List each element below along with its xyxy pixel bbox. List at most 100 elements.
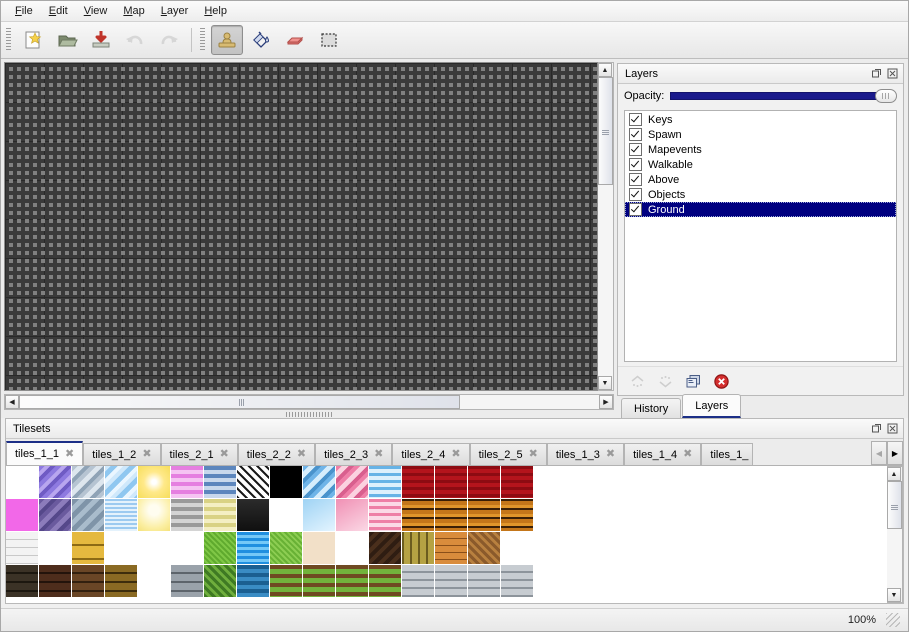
tileset-tile[interactable] (6, 499, 39, 532)
stamp-brush-button[interactable] (211, 25, 243, 55)
tileset-tile[interactable] (105, 532, 138, 565)
layer-visibility-checkbox[interactable] (629, 113, 642, 126)
scroll-up-icon[interactable]: ▲ (887, 467, 901, 481)
tileset-tile[interactable] (369, 466, 402, 499)
tileset-tile[interactable] (402, 532, 435, 565)
tileset-tab[interactable]: tiles_1_4 ✖ (624, 443, 702, 465)
layer-list[interactable]: Keys Spawn Mapevents Walkable (624, 110, 897, 362)
opacity-slider-handle[interactable] (875, 89, 897, 103)
menu-help[interactable]: Help (204, 5, 227, 17)
toolbar-grip[interactable] (5, 28, 12, 52)
menu-edit[interactable]: Edit (48, 5, 68, 17)
scroll-left-icon[interactable]: ◀ (5, 395, 19, 409)
tileset-tile[interactable] (435, 532, 468, 565)
tileset-tile[interactable] (501, 499, 534, 532)
menu-file[interactable]: File (15, 5, 33, 17)
tileset-tile[interactable] (468, 466, 501, 499)
tileset-tile[interactable] (336, 532, 369, 565)
layer-visibility-checkbox[interactable] (629, 188, 642, 201)
tileset-tile[interactable] (303, 565, 336, 598)
tileset-grid[interactable] (6, 466, 887, 598)
tileset-tab[interactable]: tiles_1_ (701, 443, 754, 465)
tileset-tile[interactable] (39, 499, 72, 532)
layer-row[interactable]: Objects (625, 187, 896, 202)
tileset-tab[interactable]: tiles_2_3 ✖ (315, 443, 393, 465)
scroll-left-icon[interactable]: ◀ (871, 441, 887, 465)
tileset-tile[interactable] (270, 466, 303, 499)
scroll-right-icon[interactable]: ▶ (887, 441, 903, 465)
tileset-tile[interactable] (72, 499, 105, 532)
tileset-tab[interactable]: tiles_2_4 ✖ (392, 443, 470, 465)
tileset-tile[interactable] (468, 565, 501, 598)
tileset-tab[interactable]: tiles_2_2 ✖ (237, 443, 316, 465)
eraser-button[interactable] (279, 25, 311, 55)
float-icon[interactable] (870, 422, 883, 435)
layer-visibility-checkbox[interactable] (629, 128, 642, 141)
tileset-tile[interactable] (435, 499, 468, 532)
canvas-vscroll-thumb[interactable] (598, 77, 613, 185)
save-map-button[interactable] (85, 25, 117, 55)
tileset-tile[interactable] (369, 565, 402, 598)
tileset-tile[interactable] (270, 565, 303, 598)
tileset-tile[interactable] (303, 466, 336, 499)
tileset-tab-close-icon[interactable]: ✖ (219, 448, 229, 460)
tileset-tile[interactable] (6, 565, 39, 598)
tileset-tab[interactable]: tiles_2_1 ✖ (160, 443, 238, 465)
tileset-tile[interactable] (204, 466, 237, 499)
tileset-tile[interactable] (369, 499, 402, 532)
canvas-horizontal-scrollbar[interactable]: ◀ ▶ (4, 394, 614, 410)
tab-history[interactable]: History (621, 398, 682, 418)
layer-visibility-checkbox[interactable] (629, 158, 642, 171)
tileset-tab-close-icon[interactable]: ✖ (528, 448, 538, 460)
tileset-vscroll-thumb[interactable] (887, 481, 902, 530)
tileset-tile[interactable] (138, 466, 171, 499)
scroll-up-icon[interactable]: ▲ (598, 63, 612, 77)
tileset-tile[interactable] (204, 532, 237, 565)
tileset-tile[interactable] (105, 499, 138, 532)
canvas-hscroll-thumb[interactable] (19, 395, 460, 409)
tileset-tab[interactable]: tiles_1_2 ✖ (83, 443, 161, 465)
layer-row[interactable]: Above (625, 172, 896, 187)
tileset-tab[interactable]: tiles_1_3 ✖ (546, 443, 625, 465)
tileset-vertical-scrollbar[interactable]: ▲ ▼ (887, 466, 903, 603)
tileset-tab-close-icon[interactable]: ✖ (451, 448, 461, 460)
layer-row[interactable]: Walkable (625, 157, 896, 172)
tileset-tab-close-icon[interactable]: ✖ (142, 448, 152, 460)
opacity-slider[interactable] (670, 89, 897, 103)
tileset-tile[interactable] (369, 532, 402, 565)
tileset-tab-close-icon[interactable]: ✖ (374, 448, 384, 460)
tileset-tile[interactable] (468, 532, 501, 565)
new-map-button[interactable] (17, 25, 49, 55)
tileset-tile[interactable] (435, 565, 468, 598)
tileset-tile[interactable] (237, 466, 270, 499)
layer-visibility-checkbox[interactable] (629, 143, 642, 156)
tileset-tile[interactable] (39, 466, 72, 499)
layer-visibility-checkbox[interactable] (629, 173, 642, 186)
tileset-tile[interactable] (171, 499, 204, 532)
float-icon[interactable] (870, 67, 883, 80)
menu-layer[interactable]: Layer (160, 5, 189, 17)
tools-group-grip[interactable] (199, 28, 206, 52)
tileset-tab-close-icon[interactable]: ✖ (605, 448, 616, 460)
rectangular-select-button[interactable] (313, 25, 345, 55)
layer-row[interactable]: Spawn (625, 127, 896, 142)
canvas-hscroll-track[interactable] (19, 395, 599, 409)
tileset-tab-close-icon[interactable]: ✖ (683, 448, 693, 460)
tileset-tile[interactable] (171, 466, 204, 499)
tileset-tile[interactable] (171, 532, 204, 565)
bucket-fill-button[interactable] (245, 25, 277, 55)
tileset-tab-close-icon[interactable]: ✖ (65, 447, 75, 460)
raise-layer-icon[interactable] (628, 372, 646, 390)
tileset-tile[interactable] (72, 532, 105, 565)
tileset-tile[interactable] (72, 466, 105, 499)
layer-row-selected[interactable]: Ground (625, 202, 896, 217)
tileset-tile[interactable] (72, 565, 105, 598)
tileset-tile[interactable] (402, 565, 435, 598)
delete-layer-icon[interactable] (712, 372, 730, 390)
duplicate-layer-icon[interactable] (684, 372, 702, 390)
tileset-tile[interactable] (303, 532, 336, 565)
tileset-tile[interactable] (204, 499, 237, 532)
tileset-tile[interactable] (501, 466, 534, 499)
tileset-tile[interactable] (105, 565, 138, 598)
tileset-tile[interactable] (138, 499, 171, 532)
